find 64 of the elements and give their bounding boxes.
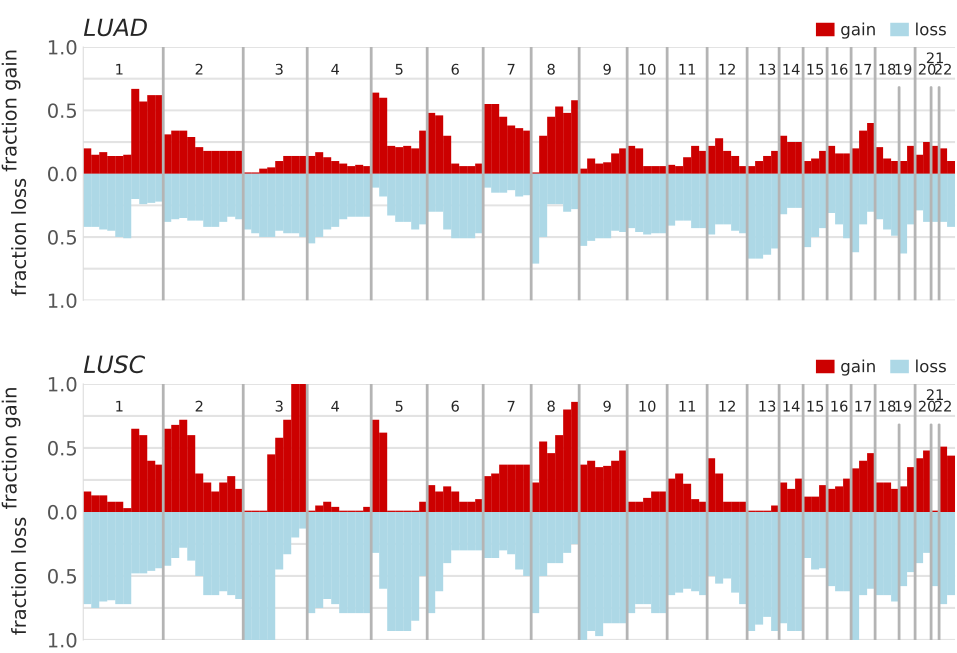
y-tick-label: 0.5 [48,440,76,456]
x-tick-label: 19 [895,400,912,412]
y-tick-label: 0.5 [48,103,76,118]
x-tick-label: 12 [719,400,735,412]
x-tick-label: 13 [759,400,776,412]
legend-label: loss [916,22,946,36]
x-tick-label: 13 [759,64,776,75]
x-tick-label: 17 [855,400,872,412]
x-tick-label: 4 [331,400,340,412]
x-tick-label: 18 [879,64,896,75]
x-tick-label: 11 [679,64,696,75]
x-tick-label: 21 [926,52,944,64]
y-axis-title: fraction gain [2,388,20,509]
text: fraction loss [11,518,26,635]
x-tick-label: 3 [276,400,283,412]
x-tick-label: 19 [895,64,912,75]
x-tick-label: 15 [807,400,824,412]
x-tick-label: 2 [196,64,202,75]
x-tick-label: 12 [719,64,735,75]
x-tick-label: 5 [396,400,403,412]
chart-title: LUSC [84,355,146,374]
legend-label: loss [916,360,946,372]
x-tick-label: 14 [783,64,800,75]
x-tick-label: 9 [603,400,611,412]
y-tick-label: 1.0 [48,40,76,55]
x-tick-label: 5 [396,64,403,75]
x-tick-label: 1 [116,400,123,412]
x-tick-label: 8 [548,64,555,75]
y-tick-label: 0.5 [48,568,76,584]
x-tick-label: 9 [603,64,611,75]
x-tick-label: 14 [783,400,800,412]
x-tick-label: 6 [452,64,459,75]
y-tick-label: 0.0 [48,504,76,520]
legend-label: gain [841,22,875,39]
x-tick-label: 20 [918,400,936,412]
x-tick-label: 11 [679,400,696,412]
x-tick-label: 18 [879,400,896,412]
x-tick-label: 22 [934,64,951,75]
x-tick-label: 16 [831,400,848,412]
x-tick-label: 3 [276,64,283,75]
x-tick-label: 10 [639,400,656,412]
y-tick-label: 1.0 [48,293,76,308]
x-tick-label: 7 [508,64,515,75]
x-tick-label: 22 [934,400,951,412]
x-tick-label: 17 [855,64,872,75]
x-tick-label: 20 [918,64,936,75]
x-tick-label: 2 [196,400,202,412]
y-tick-label: 0.5 [48,230,76,245]
x-tick-label: 8 [548,400,555,412]
y-axis-title: fraction gain [2,50,20,172]
x-tick-label: 4 [331,64,340,75]
x-tick-label: 15 [807,64,824,75]
chart-title: LUAD [84,18,147,36]
x-tick-label: 16 [831,64,848,75]
y-tick-label: 1.0 [48,376,76,392]
y-tick-label: 0.0 [48,166,76,182]
x-tick-label: 6 [452,400,459,412]
text: fraction loss [11,178,26,296]
x-tick-label: 21 [926,389,944,400]
y-tick-label: 1.0 [48,632,76,648]
x-tick-label: 7 [508,400,515,412]
x-tick-label: 1 [116,64,123,75]
x-tick-label: 10 [639,64,656,75]
legend-label: gain [841,360,875,376]
